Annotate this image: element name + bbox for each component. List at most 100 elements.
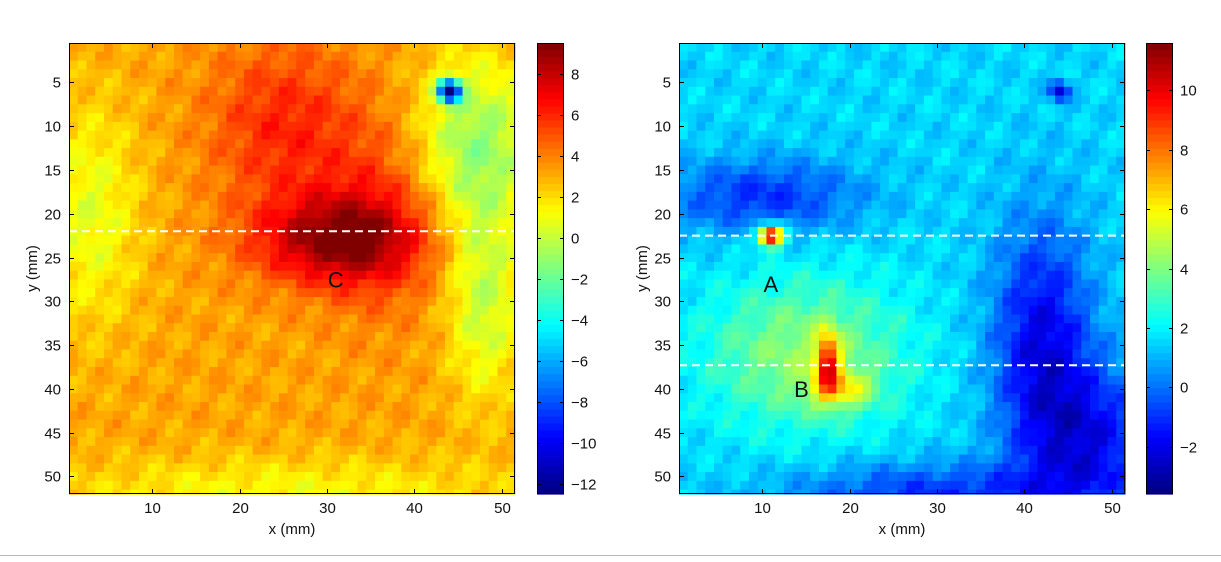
heatmap-cell (331, 165, 341, 175)
heatmap-cell (86, 349, 96, 359)
heatmap-cell (436, 218, 446, 228)
heatmap-cell (165, 183, 175, 193)
heatmap-cell (853, 402, 864, 412)
heatmap-cell (121, 323, 131, 333)
heatmap-cell (445, 235, 455, 246)
colorbar-tick-label: −4 (571, 313, 588, 330)
heatmap-cell (191, 445, 201, 456)
heatmap-cell (226, 480, 236, 491)
heatmap-cell (897, 43, 907, 53)
heatmap-cell (357, 305, 367, 316)
heatmap-cell (392, 454, 402, 464)
heatmap-cell (1037, 288, 1047, 298)
heatmap-cell (147, 121, 158, 132)
heatmap-cell (375, 51, 385, 62)
heatmap-cell (897, 174, 907, 184)
heatmap-cell (1020, 305, 1030, 316)
heatmap-cell (705, 156, 715, 167)
heatmap-cell (713, 296, 724, 307)
heatmap-cell (1037, 314, 1047, 324)
heatmap-cell (173, 323, 184, 333)
heatmap-cell (235, 244, 245, 254)
heatmap-cell (121, 86, 131, 97)
heatmap-cell (165, 156, 175, 167)
heatmap-cell (845, 156, 855, 167)
heatmap-cell (226, 428, 236, 438)
heatmap-cell (880, 183, 890, 193)
heatmap-cell (287, 51, 297, 62)
heatmap-cell (976, 78, 986, 88)
heatmap-cell (827, 148, 838, 158)
heatmap-cell (305, 86, 315, 97)
heatmap-cell (1063, 191, 1074, 202)
heatmap-cell (130, 130, 140, 140)
heatmap-cell (941, 244, 951, 254)
heatmap-cell (748, 209, 759, 219)
heatmap-cell (243, 402, 254, 412)
heatmap-cell (810, 288, 820, 298)
heatmap-cell (757, 288, 768, 298)
heatmap-cell (897, 244, 907, 254)
heatmap-cell (173, 279, 184, 289)
heatmap-cell (357, 331, 367, 342)
heatmap-cell (1063, 226, 1074, 237)
heatmap-cell (897, 200, 907, 210)
heatmap-cell (95, 183, 105, 193)
heatmap-cell (138, 95, 149, 105)
heatmap-cell (95, 191, 105, 202)
heatmap-cell (453, 86, 464, 97)
heatmap-cell (471, 60, 481, 70)
heatmap-cell (296, 331, 306, 342)
heatmap-cell (941, 384, 951, 394)
heatmap-cell (1011, 183, 1021, 193)
heatmap-cell (985, 218, 995, 228)
heatmap-cell (69, 437, 79, 447)
heatmap-cell (1020, 113, 1030, 123)
heatmap-cell (862, 270, 872, 281)
heatmap-cell (410, 367, 420, 377)
heatmap-cell (287, 156, 297, 167)
heatmap-cell (138, 384, 149, 394)
heatmap-cell (278, 156, 289, 167)
heatmap-cell (156, 174, 166, 184)
heatmap-cell (121, 183, 131, 193)
heatmap-cell (208, 288, 219, 298)
heatmap-cell (296, 78, 306, 88)
heatmap-cell (296, 95, 306, 105)
heatmap-cell (366, 384, 376, 394)
heatmap-cell (296, 296, 306, 307)
heatmap-cell (862, 113, 872, 123)
heatmap-cell (348, 445, 359, 456)
heatmap-cell (818, 60, 829, 70)
heatmap-cell (182, 174, 193, 184)
heatmap-cell (453, 384, 464, 394)
heatmap-cell (696, 139, 706, 149)
heatmap-cell (713, 165, 724, 175)
heatmap-cell (261, 428, 271, 438)
heatmap-cell (103, 331, 114, 342)
heatmap-cell (836, 156, 846, 167)
heatmap-cell (506, 226, 516, 237)
heatmap-cell (182, 209, 193, 219)
heatmap-cell (958, 51, 969, 62)
heatmap-cell (941, 121, 951, 132)
heatmap-cell (375, 95, 385, 105)
heatmap-cell (138, 104, 149, 114)
heatmap-cell (810, 156, 820, 167)
heatmap-cell (915, 69, 925, 79)
heatmap-cell (1116, 331, 1126, 342)
heatmap-cell (679, 419, 689, 429)
heatmap-cell (340, 95, 350, 105)
heatmap-cell (1055, 95, 1065, 105)
heatmap-cell (383, 437, 394, 447)
heatmap-cell (1107, 78, 1117, 88)
heatmap-cell (488, 402, 499, 412)
heatmap-cell (305, 174, 315, 184)
heatmap-cell (69, 314, 79, 324)
heatmap-cell (740, 165, 750, 175)
heatmap-cell (705, 183, 715, 193)
heatmap-cell (383, 358, 394, 368)
heatmap-cell (226, 296, 236, 307)
heatmap-cell (766, 288, 776, 298)
heatmap-cell (1072, 148, 1082, 158)
